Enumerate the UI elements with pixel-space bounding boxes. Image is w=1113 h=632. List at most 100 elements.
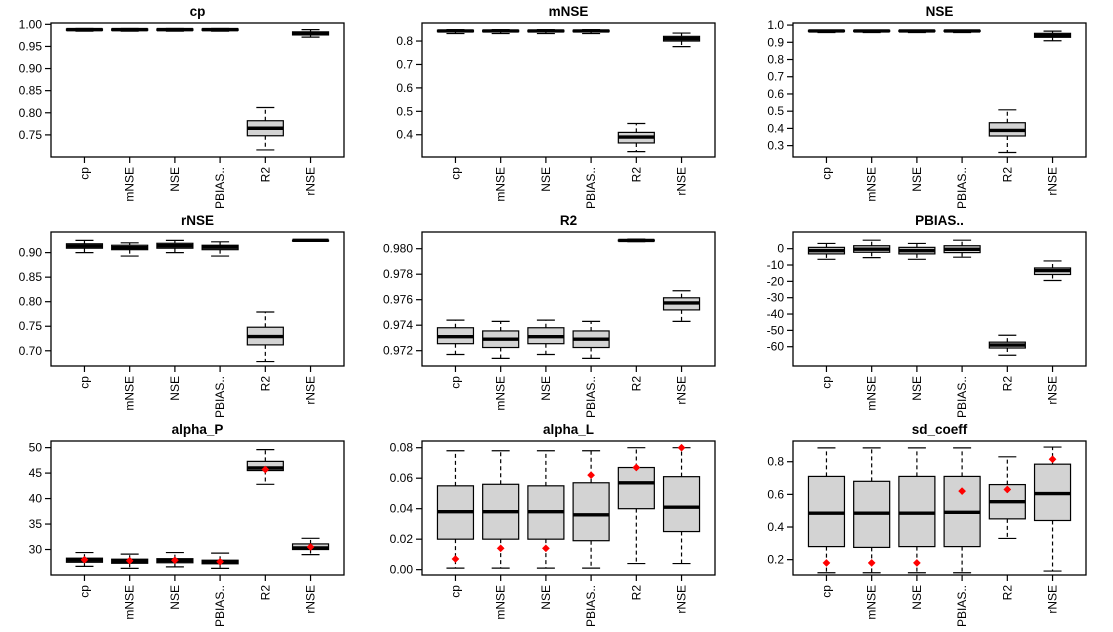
x-category-label: mNSE — [123, 585, 137, 620]
y-tick-label: 0.90 — [19, 62, 43, 76]
y-tick-label: 0.8 — [396, 34, 413, 48]
x-category-label: rNSE — [675, 585, 689, 614]
y-tick-label: 0.976 — [383, 293, 413, 307]
panel-alpha_L: alpha_L 0.00 0.02 0.04 0.06 0.08 cp mNSE NSE PBIA… — [371, 418, 742, 627]
y-tick-label: 30 — [29, 543, 43, 557]
x-category-label: mNSE — [494, 167, 508, 202]
x-category-label: R2 — [1000, 167, 1014, 183]
y-tick-label: -30 — [767, 291, 785, 305]
x-category-label: rNSE — [675, 376, 689, 405]
x-category-label: cp — [448, 167, 462, 180]
plot-frame — [792, 22, 1087, 158]
panel-title: alpha_L — [543, 422, 594, 437]
x-category-label: cp — [77, 585, 91, 598]
y-tick-label: 0.974 — [383, 318, 413, 332]
x-category-label: R2 — [1000, 376, 1014, 392]
plot-frame — [50, 440, 345, 576]
box — [662, 476, 701, 533]
y-tick-label: 0.80 — [19, 295, 43, 309]
x-category-label: rNSE — [304, 585, 318, 614]
mean-point — [170, 556, 179, 565]
x-category-label: mNSE — [494, 585, 508, 620]
x-category-label: mNSE — [865, 376, 879, 411]
plot-frame — [792, 440, 1087, 576]
boxplot-svg-0: cp 0.75 0.80 0.85 0.90 0.95 1.00 cp mNSE NSE PBIAS… — [19, 4, 345, 209]
y-tick-label: 0.02 — [390, 532, 414, 546]
box — [617, 466, 655, 510]
mean-point — [677, 443, 686, 452]
x-category-label: cp — [819, 376, 833, 389]
x-category-label: cp — [77, 376, 91, 389]
plot-frame — [421, 440, 716, 576]
y-tick-label: 1.0 — [767, 18, 784, 32]
x-category-label: NSE — [910, 376, 924, 401]
y-tick-label: 45 — [29, 466, 43, 480]
x-category-label: NSE — [539, 167, 553, 192]
y-tick-label: 0.2 — [767, 553, 784, 567]
mean-point — [261, 465, 270, 474]
mean-point — [632, 463, 641, 472]
panel-title: NSE — [926, 4, 954, 19]
x-category-label: rNSE — [304, 167, 318, 196]
x-category-label: PBIAS.. — [955, 585, 969, 627]
x-category-label: PBIAS.. — [213, 167, 227, 209]
mean-point — [125, 556, 134, 565]
x-category-label: R2 — [629, 376, 643, 392]
x-category-label: cp — [819, 585, 833, 598]
panel-title: alpha_P — [172, 422, 224, 437]
y-tick-label: 0.85 — [19, 270, 43, 284]
y-tick-label: 0.75 — [19, 128, 43, 142]
mean-point — [451, 555, 460, 563]
y-tick-label: 35 — [29, 517, 43, 531]
mean-point — [80, 555, 89, 564]
x-category-label: PBIAS.. — [955, 167, 969, 209]
y-tick-label: 0.90 — [19, 246, 43, 260]
plot-frame — [50, 22, 345, 158]
boxplot-svg-4: R2 0.972 0.974 0.976 0.978 0.980 cp mNSE NSE PBIA… — [383, 213, 716, 418]
y-tick-label: 0.04 — [390, 502, 414, 516]
x-category-label: NSE — [910, 167, 924, 192]
y-tick-label: 0.7 — [767, 70, 784, 84]
panel-title: PBIAS.. — [915, 213, 964, 228]
plot-frame — [421, 231, 716, 367]
x-category-label: cp — [77, 167, 91, 180]
y-tick-label: -40 — [767, 307, 785, 321]
boxplot-svg-7: alpha_L 0.00 0.02 0.04 0.06 0.08 cp mNSE NSE PBIA… — [390, 422, 716, 627]
mean-point — [958, 487, 967, 496]
boxplot-svg-6: alpha_P 30 35 40 45 50 cp mNSE NSE PBIAS.. R2 rNSE — [29, 422, 345, 627]
y-tick-label: -60 — [767, 340, 785, 354]
y-tick-label: 0.06 — [390, 471, 414, 485]
x-category-label: NSE — [168, 167, 182, 192]
x-category-label: PBIAS.. — [584, 585, 598, 627]
mean-point — [306, 543, 315, 551]
x-category-label: PBIAS.. — [213, 376, 227, 418]
y-tick-label: 0.00 — [390, 563, 414, 577]
panel-alpha_P: alpha_P 30 35 40 45 50 cp mNSE NSE PBIAS.. R2 rNSE — [0, 418, 371, 627]
mean-point — [822, 558, 831, 567]
mean-point — [216, 557, 225, 566]
panel-title: R2 — [560, 213, 577, 228]
y-tick-label: 40 — [29, 492, 43, 506]
y-tick-label: 0.5 — [396, 104, 413, 118]
x-category-label: NSE — [539, 585, 553, 610]
plot-frame — [792, 231, 1087, 367]
y-tick-label: 0 — [777, 242, 784, 256]
x-category-label: PBIAS.. — [584, 167, 598, 209]
mean-point — [496, 544, 505, 553]
y-tick-label: -50 — [767, 323, 785, 337]
y-tick-label: 0.978 — [383, 267, 413, 281]
mean-point — [867, 558, 876, 567]
boxplot-svg-3: rNSE 0.70 0.75 0.80 0.85 0.90 cp mNSE NSE PBIAS..… — [19, 213, 345, 418]
y-tick-label: 0.6 — [767, 87, 784, 101]
y-tick-label: 1.00 — [19, 17, 43, 31]
x-category-label: mNSE — [123, 376, 137, 411]
panel-title: cp — [190, 4, 206, 19]
panel-title: mNSE — [549, 4, 589, 19]
x-category-label: rNSE — [304, 376, 318, 405]
panel-title: rNSE — [181, 213, 214, 228]
x-category-label: rNSE — [1046, 167, 1060, 196]
y-tick-label: 0.9 — [767, 35, 784, 49]
y-tick-label: 0.75 — [19, 319, 43, 333]
x-category-label: R2 — [629, 167, 643, 183]
